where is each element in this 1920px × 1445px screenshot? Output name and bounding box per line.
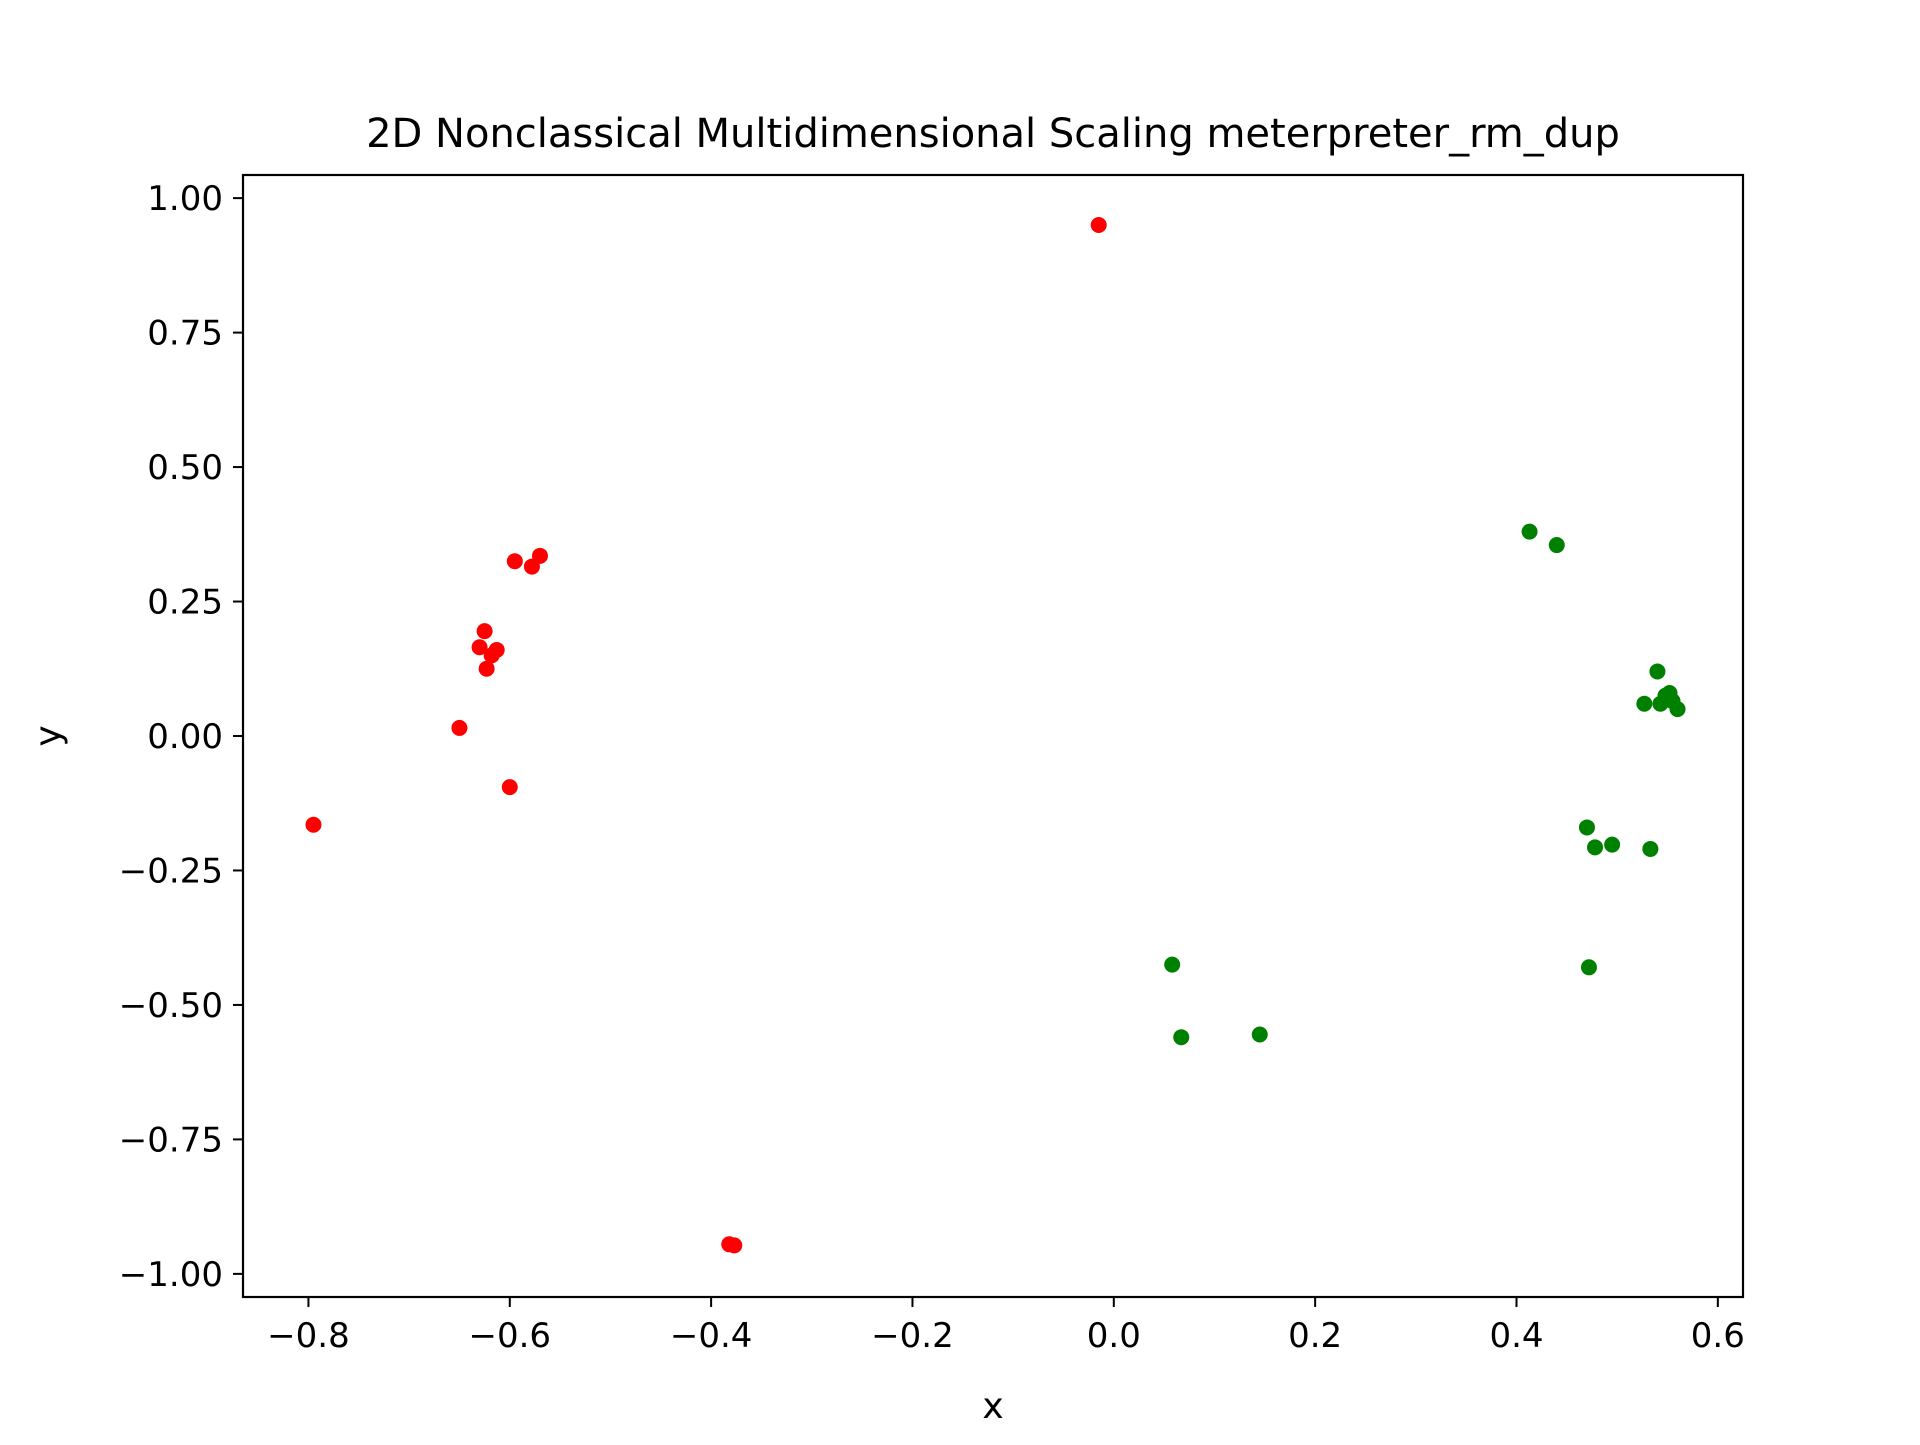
data-point bbox=[478, 660, 495, 677]
data-point bbox=[1548, 537, 1565, 554]
x-tick-label: 0.2 bbox=[1288, 1316, 1342, 1356]
data-point bbox=[451, 719, 468, 736]
x-axis-label: x bbox=[982, 1386, 1003, 1427]
y-tick-label: 0.25 bbox=[147, 583, 223, 623]
x-tick-label: 0.0 bbox=[1087, 1316, 1141, 1356]
data-points bbox=[305, 217, 1686, 1254]
data-point bbox=[1578, 819, 1595, 836]
data-point bbox=[1090, 217, 1107, 234]
data-point bbox=[1173, 1029, 1190, 1046]
y-tick-label: 1.00 bbox=[147, 179, 223, 219]
x-tick-label: −0.4 bbox=[670, 1316, 753, 1356]
data-point bbox=[1251, 1026, 1268, 1043]
data-point bbox=[1164, 956, 1181, 973]
x-tick-label: −0.2 bbox=[871, 1316, 954, 1356]
y-tick-label: −0.50 bbox=[119, 986, 223, 1026]
plot-area-frame bbox=[241, 173, 1745, 1299]
y-tick-label: −1.00 bbox=[119, 1255, 223, 1295]
data-point bbox=[471, 639, 488, 656]
data-point bbox=[476, 623, 493, 640]
data-point bbox=[305, 816, 322, 833]
data-point bbox=[1587, 839, 1604, 856]
y-tick-label: −0.25 bbox=[119, 851, 223, 891]
y-tick-label: 0.00 bbox=[147, 717, 223, 757]
data-point bbox=[1649, 663, 1666, 680]
y-tick-label: −0.75 bbox=[119, 1120, 223, 1160]
y-axis-label: y bbox=[28, 725, 69, 746]
x-tick-label: 0.4 bbox=[1489, 1316, 1543, 1356]
y-axis-ticks: 1.00 0.75 0.50 0.25 0.00 −0.25 −0.50 −0.75 −1.00 bbox=[119, 179, 243, 1295]
data-point bbox=[1669, 701, 1686, 718]
y-tick-label: 0.50 bbox=[147, 448, 223, 488]
data-point bbox=[1521, 523, 1538, 540]
data-point bbox=[506, 553, 523, 570]
data-point bbox=[501, 779, 518, 796]
data-point bbox=[1580, 959, 1597, 976]
data-point bbox=[726, 1237, 743, 1254]
data-point bbox=[531, 547, 548, 564]
x-axis-ticks: −0.8 −0.6 −0.4 −0.2 0.0 0.2 0.4 0.6 bbox=[267, 1297, 1745, 1356]
x-tick-label: −0.8 bbox=[267, 1316, 350, 1356]
data-point bbox=[1642, 840, 1659, 857]
data-point bbox=[488, 641, 505, 658]
y-tick-label: 0.75 bbox=[147, 314, 223, 354]
data-point bbox=[1636, 695, 1653, 712]
data-point bbox=[1604, 836, 1621, 853]
x-tick-label: 0.6 bbox=[1691, 1316, 1745, 1356]
x-tick-label: −0.6 bbox=[468, 1316, 551, 1356]
chart-title: 2D Nonclassical Multidimensional Scaling… bbox=[366, 111, 1620, 157]
